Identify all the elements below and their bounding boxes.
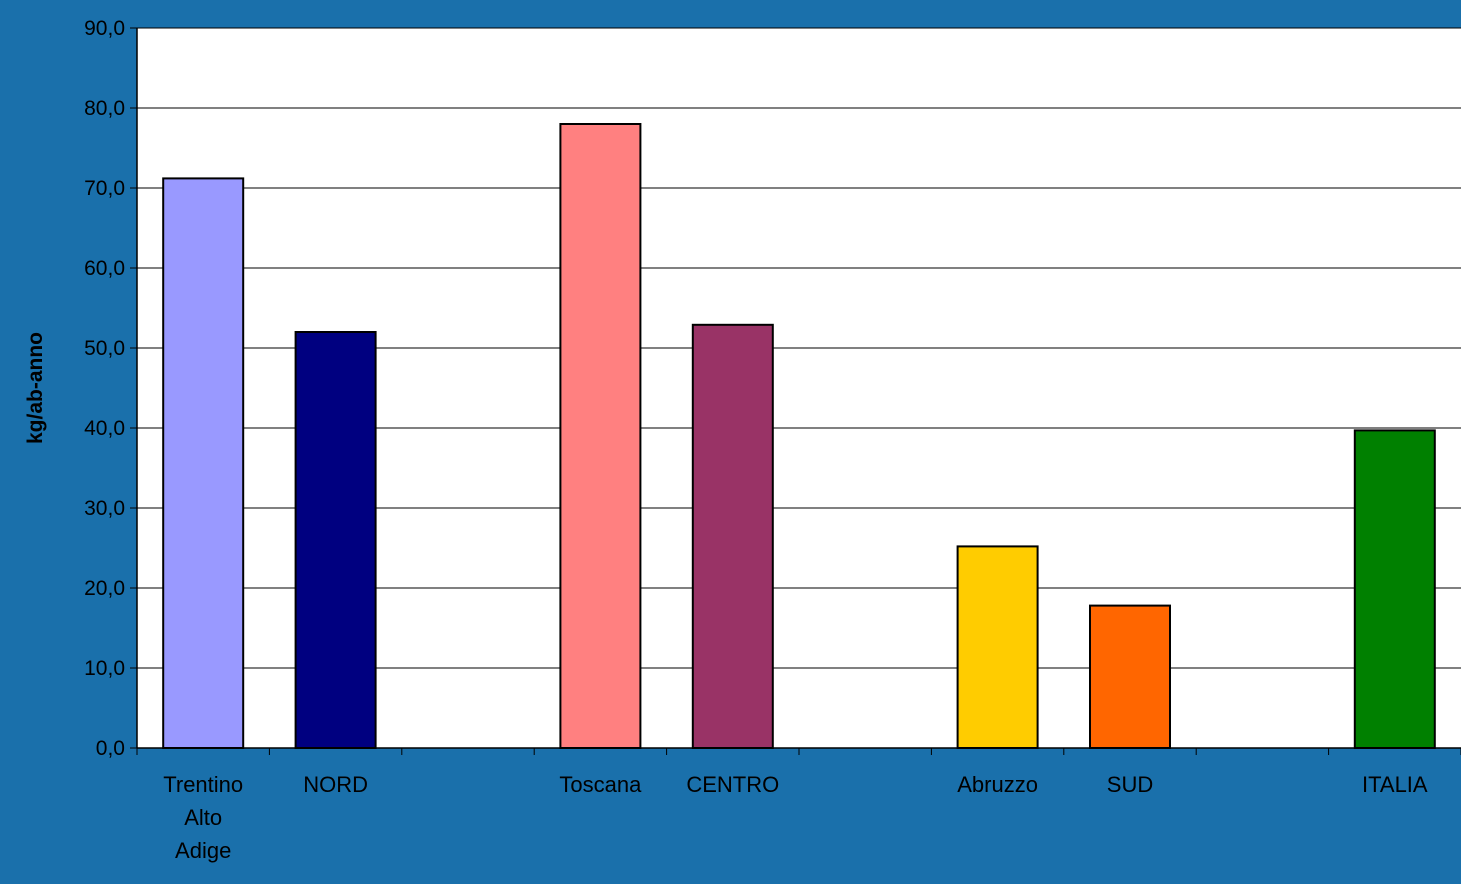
x-tick-label: Abruzzo (957, 772, 1038, 797)
axes (130, 27, 1461, 755)
x-tick-label-line: ITALIA (1362, 772, 1428, 797)
bar-italia (1353, 429, 1436, 749)
y-axis-label: kg/ab-anno (24, 332, 47, 444)
x-tick-label-line: NORD (303, 772, 368, 797)
y-tick-label: 90,0 (84, 17, 125, 40)
x-tick-labels: Trentino Alto Adige NORD Toscana CENTRO Abruzz… (163, 772, 1428, 863)
y-tick-label: 20,0 (84, 577, 125, 600)
y-tick-label: 0,0 (96, 737, 125, 760)
bar-trentino-alto-adige (162, 177, 245, 749)
x-tick-label: SUD (1107, 772, 1153, 797)
x-tick-label: Trentino Alto Adige (163, 772, 243, 863)
x-tick-label-line: Abruzzo (957, 772, 1038, 797)
y-tick-labels: 0,0 10,0 20,0 30,0 40,0 50,0 60,0 70,0 80,0 90,0 (84, 17, 125, 760)
x-tick-label: CENTRO (686, 772, 779, 797)
bar-sud (1089, 604, 1171, 749)
y-tick-label: 30,0 (84, 497, 125, 520)
bar-nord (294, 331, 377, 749)
x-tick-label: NORD (303, 772, 368, 797)
y-tick-label: 10,0 (84, 657, 125, 680)
x-tick-label-line: Toscana (559, 772, 642, 797)
bar-toscana (559, 123, 642, 749)
x-tick-label: Toscana (559, 772, 642, 797)
y-tick-label: 40,0 (84, 417, 125, 440)
x-tick-label: ITALIA (1362, 772, 1428, 797)
x-tick-label-line: CENTRO (686, 772, 779, 797)
x-tick-label-line: Adige (175, 838, 231, 863)
y-tick-label: 70,0 (84, 177, 125, 200)
y-tick-label: 60,0 (84, 257, 125, 280)
bar-abruzzo (956, 545, 1039, 750)
x-tick-label-line: Trentino (163, 772, 243, 797)
y-tick-label: 80,0 (84, 97, 125, 120)
bar-centro (691, 323, 774, 749)
y-tick-label: 50,0 (84, 337, 125, 360)
x-tick-label-line: Alto (184, 805, 222, 830)
bars (162, 123, 1436, 750)
x-tick-label-line: SUD (1107, 772, 1153, 797)
